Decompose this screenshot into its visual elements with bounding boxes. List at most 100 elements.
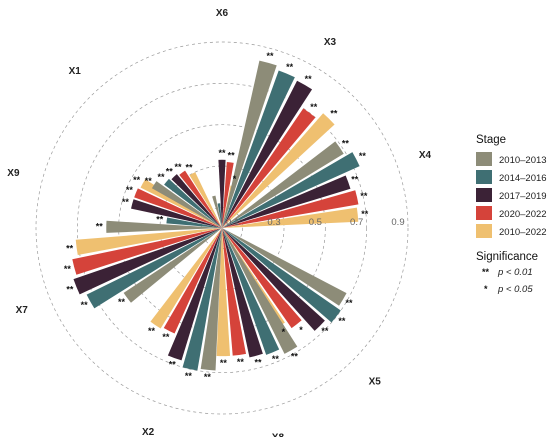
- bar-x8-series-1: [222, 228, 298, 354]
- legend-label-4: 2020–2022: [499, 209, 547, 220]
- significance-mark: **: [330, 109, 338, 119]
- significance-mark: **: [66, 284, 74, 294]
- significance-mark: **: [158, 172, 166, 182]
- significance-mark: **: [360, 191, 368, 201]
- significance-mark: **: [305, 74, 313, 84]
- bar-x6-series-4: [222, 162, 234, 228]
- group-label-x5: X5: [369, 377, 382, 388]
- bar-x8-series-4: [222, 228, 247, 356]
- bar-x7-series-2: [86, 228, 222, 309]
- bar-x5-series-3: [222, 228, 325, 331]
- bar-x8-series-3: [222, 228, 263, 358]
- radial-tick-label: 0.7: [350, 217, 363, 228]
- legend-label-2: 2014–2016: [499, 173, 547, 184]
- significance-mark: **: [166, 166, 174, 176]
- significance-mark: **: [64, 264, 72, 274]
- significance-mark: **: [255, 358, 263, 368]
- radial-tick-label: 0.5: [309, 217, 322, 228]
- significance-mark: **: [286, 62, 294, 72]
- significance-mark: **: [272, 354, 280, 364]
- radial-tick-label: 0.1: [226, 217, 239, 228]
- significance-mark: **: [162, 332, 170, 342]
- significance-mark: **: [185, 162, 193, 172]
- bar-x9-series-2: [166, 217, 222, 228]
- bar-x2-series-1: [200, 228, 222, 371]
- group-label-x2: X2: [142, 427, 155, 437]
- bar-x1-series-4: [179, 170, 222, 228]
- bar-x4-series-4: [222, 190, 359, 228]
- bar-x8-series-2: [222, 228, 280, 355]
- significance-mark: **: [361, 209, 369, 219]
- significance-mark-layer: ** **************************************…: [64, 51, 369, 382]
- significance-mark: **: [169, 360, 177, 370]
- significance-mark: **: [81, 300, 89, 310]
- bar-x5-series-1: [222, 228, 347, 306]
- bar-x9-series-4: [134, 188, 222, 228]
- bar-x2-series-2: [182, 228, 222, 371]
- bar-x1-series-5: [189, 172, 222, 228]
- significance-mark: **: [133, 175, 141, 185]
- significance-mark: *: [299, 325, 303, 335]
- group-labels: X6 X3 X4 X5 X8 X2 X7 X9 X1: [7, 8, 431, 437]
- legend-swatch-3: [476, 188, 492, 202]
- group-label-x4: X4: [419, 150, 432, 161]
- bar-x3-series-3: [222, 80, 313, 228]
- significance-mark: **: [185, 371, 193, 381]
- bar-x3-series-2: [222, 70, 295, 228]
- legend-sig-mark-2: *: [484, 284, 488, 294]
- group-label-x3: X3: [324, 37, 337, 48]
- bar-x4-series-5: [222, 207, 359, 228]
- legend-swatch-1: [476, 152, 492, 166]
- bar-x7-series-3: [73, 228, 223, 295]
- significance-mark: **: [218, 148, 226, 158]
- significance-mark: **: [118, 297, 126, 307]
- group-label-x8: X8: [272, 433, 285, 437]
- bar-x3-series-1: [222, 60, 277, 228]
- legend-title-stage: Stage: [476, 134, 506, 146]
- bar-x1-series-1: [151, 181, 222, 228]
- legend-swatch-5: [476, 224, 492, 238]
- bar-x3-series-5: [222, 113, 335, 228]
- bar-x7-series-4: [72, 228, 222, 275]
- significance-mark: **: [310, 102, 318, 112]
- legend-swatch-2: [476, 170, 492, 184]
- bar-x9-series-3: [131, 199, 222, 228]
- bar-x6-series-1: [212, 195, 222, 228]
- bar-x6-series-2: [217, 203, 222, 228]
- significance-mark: **: [156, 214, 164, 224]
- group-label-x6: X6: [216, 8, 229, 19]
- legend-stage-items: 2010–2013 2014–2016 2017–2019 2020–2022 2010…: [476, 152, 547, 238]
- significance-mark: **: [228, 150, 236, 160]
- legend-label-3: 2017–2019: [499, 191, 547, 202]
- legend-sig-mark-1: **: [482, 267, 490, 277]
- bar-x6-series-3: [218, 159, 226, 228]
- significance-mark: **: [220, 358, 228, 368]
- bar-x4-series-1: [222, 141, 344, 228]
- bar-x7-series-1: [123, 228, 222, 303]
- group-label-x9: X9: [7, 168, 20, 179]
- bar-x1-series-2: [164, 178, 222, 228]
- significance-mark: **: [66, 243, 74, 253]
- bar-x5-series-4: [222, 228, 302, 329]
- legend-label-1: 2010–2013: [499, 155, 547, 166]
- significance-mark: **: [126, 185, 134, 195]
- bar-x3-series-4: [222, 108, 316, 228]
- bar-x5-series-2: [222, 228, 341, 323]
- radial-tick-labels: 0.1 0.3 0.5 0.7 0.9: [226, 217, 405, 228]
- significance-mark: **: [148, 326, 156, 336]
- significance-mark: **: [338, 316, 346, 326]
- legend-label-5: 2010–2022: [499, 227, 547, 238]
- grid-circle: [35, 41, 409, 415]
- bar-x2-series-4: [163, 228, 222, 334]
- significance-mark: **: [359, 151, 367, 161]
- group-label-x7: X7: [16, 305, 29, 316]
- significance-mark: *: [233, 174, 237, 184]
- radial-tick-label: 0.3: [267, 217, 280, 228]
- bar-x7-series-5: [75, 228, 223, 255]
- legend-sig-text-2: p < 0.05: [497, 284, 533, 295]
- bar-x1-series-3: [171, 174, 222, 228]
- bar-x4-series-3: [222, 175, 351, 228]
- grid-circle: [76, 82, 368, 374]
- significance-mark: **: [122, 197, 130, 207]
